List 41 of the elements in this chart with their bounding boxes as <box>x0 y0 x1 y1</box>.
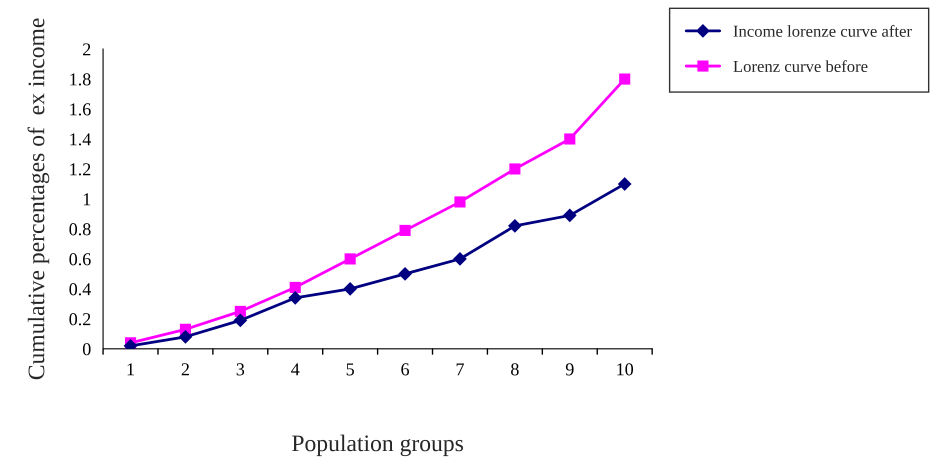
y-tick-label: 0.2 <box>69 313 90 326</box>
legend-label: Lorenz curve before <box>733 60 868 72</box>
point <box>290 282 301 293</box>
point <box>343 282 358 296</box>
point <box>344 253 356 264</box>
point <box>509 163 520 175</box>
point <box>398 267 412 281</box>
point <box>564 133 576 145</box>
y-tick-label: 0 <box>82 343 91 356</box>
point <box>562 208 577 222</box>
x-tick-label: 6 <box>401 363 410 376</box>
y-tick-label: 1.8 <box>70 73 91 86</box>
point <box>288 291 302 305</box>
point <box>619 73 630 85</box>
x-axis-title: Population groups <box>292 434 464 456</box>
point <box>233 313 248 328</box>
y-tick-label: 1 <box>84 193 90 206</box>
point <box>454 196 466 208</box>
y-tick-label: 0.6 <box>69 253 91 266</box>
x-tick-label: 3 <box>236 363 244 376</box>
x-tick-label: 9 <box>566 363 574 376</box>
x-tick-label: 10 <box>617 363 634 376</box>
y-tick-label: 1.6 <box>70 103 91 116</box>
x-tick-label: 2 <box>182 363 189 376</box>
legend-label: Income lorenze curve after <box>734 24 912 37</box>
point <box>178 330 192 344</box>
x-tick-label: 7 <box>456 363 464 376</box>
y-tick-label: 1.4 <box>70 133 91 146</box>
point <box>400 224 411 236</box>
point <box>453 252 467 266</box>
x-tick-label: 5 <box>346 363 354 376</box>
y-tick-label: 2 <box>83 43 90 56</box>
x-tick-label: 4 <box>291 363 300 376</box>
y-tick-label: 1.2 <box>70 163 90 176</box>
point <box>618 177 632 191</box>
y-axis-title: Cumulative percentages of ex income <box>28 18 50 380</box>
y-tick-label: 0.4 <box>69 283 91 296</box>
x-tick-label: 8 <box>511 363 519 376</box>
point <box>508 219 522 233</box>
y-tick-label: 0.8 <box>69 223 91 236</box>
x-tick-label: 1 <box>128 363 134 376</box>
